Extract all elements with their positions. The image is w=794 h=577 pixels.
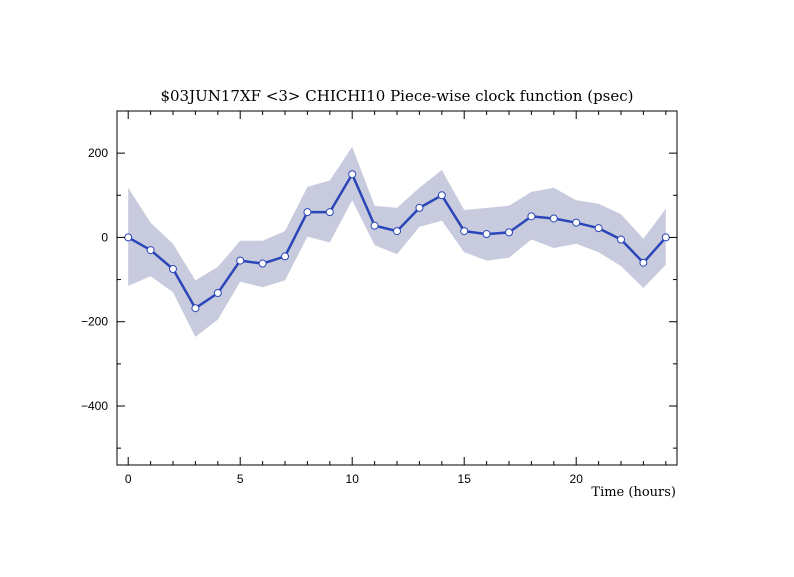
data-point xyxy=(146,246,155,255)
x-tick-label: 20 xyxy=(570,472,584,486)
x-tick-label: 10 xyxy=(346,472,360,486)
data-point xyxy=(527,212,536,221)
data-point-layer xyxy=(124,170,670,313)
data-point xyxy=(124,233,133,242)
data-point xyxy=(303,208,312,217)
data-point xyxy=(191,304,200,313)
data-point xyxy=(415,203,424,212)
x-axis-label: Time (hours) xyxy=(591,485,676,500)
data-point xyxy=(460,227,469,236)
uncertainty-band-layer xyxy=(128,146,666,337)
data-point xyxy=(281,252,289,261)
data-point xyxy=(594,224,603,233)
data-point xyxy=(393,227,401,236)
y-tick-label: 200 xyxy=(88,146,108,160)
x-tick-label: 15 xyxy=(458,472,472,486)
data-point xyxy=(639,258,648,267)
data-point xyxy=(258,259,267,268)
y-tick-label: −200 xyxy=(81,315,108,329)
data-point xyxy=(661,233,670,242)
data-point xyxy=(505,228,513,237)
data-point xyxy=(549,214,558,223)
data-point xyxy=(370,221,379,230)
data-point xyxy=(572,218,581,227)
data-point xyxy=(348,170,357,179)
y-tick-label: −400 xyxy=(81,399,108,413)
data-point xyxy=(617,235,625,244)
chart-title: $03JUN17XF <3> CHICHI10 Piece-wise clock… xyxy=(160,87,633,105)
data-point xyxy=(169,265,177,274)
data-point xyxy=(437,191,446,200)
data-point xyxy=(236,256,245,265)
x-tick-label: 0 xyxy=(125,472,132,486)
uncertainty-band xyxy=(128,146,666,337)
y-tick-label-layer: 200 0 −200 −400 xyxy=(81,146,108,413)
axis-tick-layer xyxy=(117,110,677,465)
data-point xyxy=(482,230,491,239)
x-tick-label-layer: 0 5 10 15 20 xyxy=(125,472,583,486)
x-tick-label: 5 xyxy=(237,472,244,486)
data-point xyxy=(213,289,222,298)
y-tick-label: 0 xyxy=(101,230,108,244)
data-point xyxy=(325,208,334,217)
